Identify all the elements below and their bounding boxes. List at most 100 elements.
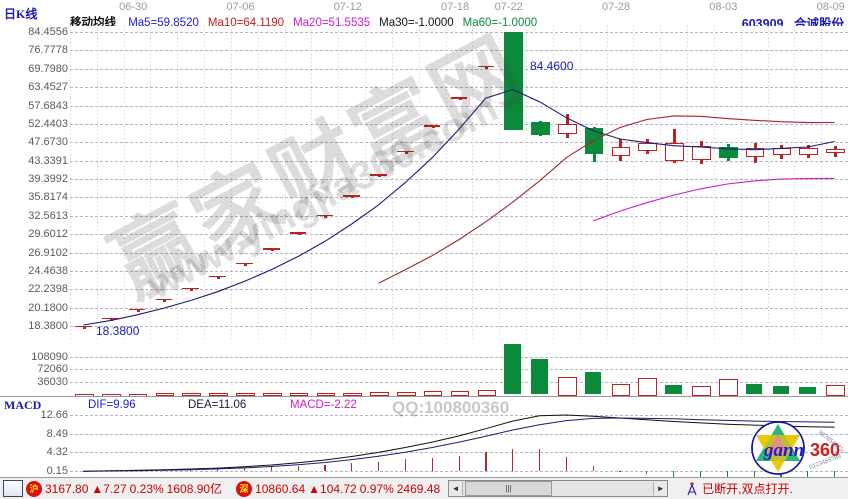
- price-grid-column: [70, 26, 71, 339]
- ma-polyline: [83, 89, 835, 326]
- candle-body: [101, 317, 119, 320]
- price-y-label: 35.8174: [28, 191, 68, 204]
- price-grid-column: [204, 26, 206, 339]
- price-gridline: [70, 179, 848, 180]
- macd-gridline: [70, 471, 848, 472]
- date-tick: 08-09: [816, 1, 845, 13]
- candle-body: [128, 308, 146, 311]
- price-grid-column: [230, 26, 232, 339]
- horizontal-scrollbar[interactable]: ◄ ||| ►: [448, 480, 669, 497]
- date-tick: 07-06: [226, 1, 255, 13]
- price-y-label: 20.1800: [28, 301, 68, 314]
- scroll-right-arrow-icon[interactable]: ►: [653, 482, 668, 495]
- candle-body: [504, 31, 523, 131]
- panel-divider-volume: [0, 396, 848, 397]
- volume-bar: [611, 383, 631, 396]
- volume-bar: [182, 393, 202, 396]
- volume-bar: [718, 379, 738, 396]
- price-y-axis: 84.4556 76.7778 69.7980 63.4527 57.6843 52.44…: [0, 26, 70, 339]
- candle-body: [826, 148, 845, 154]
- volume-gridline: [70, 381, 848, 383]
- price-grid-column: [177, 26, 179, 339]
- candle-body: [262, 248, 280, 250]
- candle-body: [718, 147, 738, 158]
- price-grid-column: [418, 26, 420, 339]
- volume-chart-panel[interactable]: 108090 72060 36030: [0, 340, 848, 396]
- macd-histogram-bar: [834, 471, 836, 478]
- candle-body: [397, 150, 414, 153]
- price-grid-column: [391, 26, 393, 339]
- volume-bar: [665, 384, 682, 394]
- price-gridline: [70, 68, 848, 70]
- date-tick: 06-30: [119, 1, 148, 13]
- scroll-left-arrow-icon[interactable]: ◄: [449, 482, 464, 495]
- date-tick: 07-12: [333, 1, 362, 13]
- price-gridline: [70, 234, 848, 236]
- price-gridline: [70, 160, 848, 162]
- volume-bar: [209, 393, 228, 396]
- macd-histogram-bar: [270, 467, 272, 471]
- price-y-label: 43.3391: [28, 154, 68, 167]
- price-grid-column: [257, 26, 259, 339]
- scrollbar-thumb[interactable]: |||: [465, 481, 553, 496]
- price-gridline: [70, 289, 848, 291]
- price-chart-panel[interactable]: 84.4556 76.7778 69.7980 63.4527 57.6843 52.44…: [0, 26, 848, 339]
- volume-bar: [316, 392, 336, 396]
- macd-histogram-bar: [431, 457, 433, 471]
- price-gridline: [70, 105, 848, 107]
- macd-histogram-bar: [753, 471, 755, 478]
- macd-y-label: 0.15: [46, 465, 68, 477]
- macd-gridline: [70, 433, 848, 435]
- volume-bar: [289, 392, 309, 396]
- price-y-label: 32.5613: [28, 209, 68, 222]
- sz-index-value: 10860.64: [255, 481, 306, 496]
- macd-chart-panel[interactable]: MACD DIF=9.96 DEA=11.06 MACD=-2.22 12.66…: [0, 397, 848, 478]
- macd-gridline: [70, 452, 848, 454]
- price-grid-column: [472, 26, 474, 339]
- volume-bar: [75, 393, 94, 396]
- volume-bar: [745, 383, 763, 394]
- volume-bar: [772, 385, 790, 394]
- price-gridline: [70, 197, 848, 199]
- price-grid-column: [579, 26, 581, 339]
- volume-bar: [799, 387, 817, 394]
- price-y-label: 57.6843: [28, 99, 68, 112]
- date-tick: 08-03: [709, 1, 738, 13]
- price-y-label: 18.3800: [28, 320, 68, 332]
- volume-bar: [504, 344, 521, 394]
- price-grid-column: [660, 26, 662, 339]
- volume-bar: [343, 392, 362, 396]
- price-grid-column: [526, 26, 528, 339]
- price-gridline: [70, 270, 848, 272]
- price-y-label: 84.4556: [28, 26, 68, 38]
- sh-index-arrow: ▲: [91, 481, 104, 496]
- macd-histogram-bar: [646, 471, 648, 475]
- price-ma-lines: [83, 89, 835, 326]
- macd-histogram-bar: [243, 468, 246, 471]
- connection-status-text: 已断开,双点打开.: [702, 482, 793, 496]
- macd-histogram-bar: [565, 457, 567, 471]
- sz-index-icon[interactable]: 深: [236, 480, 253, 497]
- macd-histogram-bar: [807, 471, 809, 478]
- volume-bar: [557, 377, 577, 396]
- candle-body: [665, 143, 684, 161]
- macd-histogram-bar: [297, 466, 299, 471]
- macd-histogram-bar: [404, 459, 407, 471]
- macd-y-label: 12.66: [40, 409, 68, 421]
- price-grid-column: [311, 26, 313, 339]
- ma-polyline: [592, 177, 835, 222]
- price-y-label: 22.2398: [28, 283, 68, 296]
- price-grid-column: [552, 26, 554, 339]
- grid-view-icon[interactable]: [3, 480, 23, 497]
- price-y-label: 47.6730: [28, 136, 68, 149]
- macd-value-label: MACD=-2.22: [290, 399, 357, 411]
- volume-bar: [584, 372, 602, 394]
- sh-index-icon[interactable]: 沪: [26, 480, 42, 497]
- macd-y-axis: 12.66 8.49 4.32 0.15: [0, 397, 70, 478]
- candle-body: [745, 148, 765, 157]
- price-grid-column: [338, 26, 340, 339]
- volume-bar: [155, 393, 175, 396]
- price-y-label: 63.4527: [28, 81, 68, 94]
- sz-index-change: 104.72: [320, 481, 357, 496]
